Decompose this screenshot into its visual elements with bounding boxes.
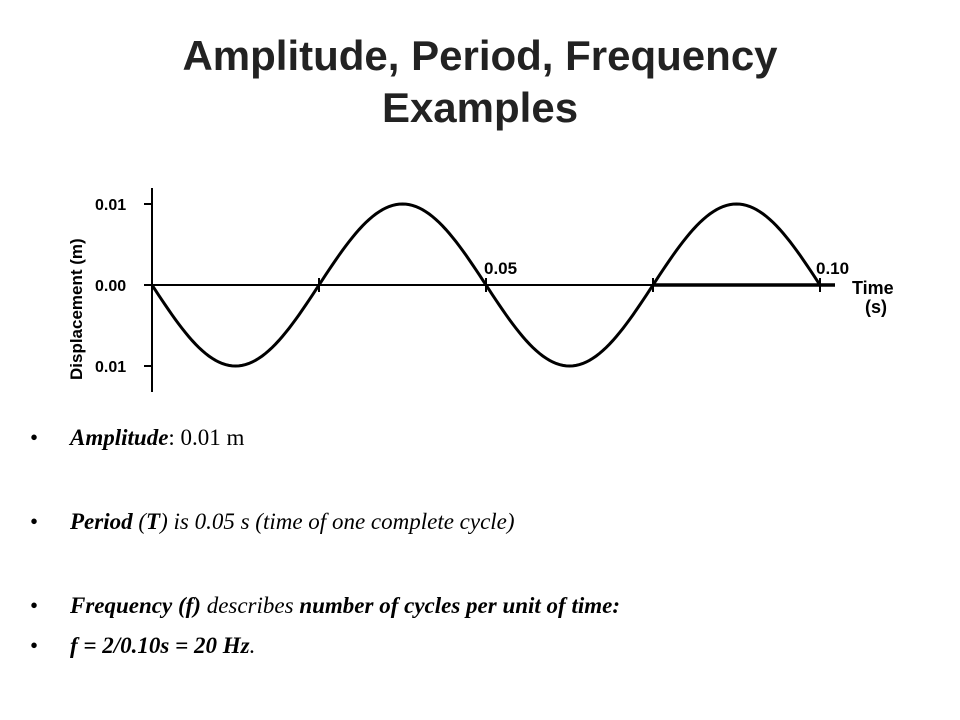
frequency-formula: f = 2/0.10s = 20 Hz (70, 633, 250, 658)
x-axis-label: Time (852, 278, 894, 298)
bullet-dot: • (30, 425, 39, 450)
wave-series-line (150, 202, 822, 368)
bullet-frequency-calc: • f = 2/0.10s = 20 Hz. (30, 626, 930, 666)
x-tick-label-010: 0.10 (816, 259, 849, 278)
frequency-term: Frequency (f) (70, 593, 201, 618)
frequency-definition: number of cycles per unit of time: (299, 593, 620, 618)
x-axis-unit: (s) (865, 297, 887, 317)
frequency-formula-end: . (249, 633, 256, 658)
bullet-list: • Amplitude: 0.01 m • Period (T) is 0.05… (30, 418, 930, 666)
frequency-connector: describes (200, 593, 300, 618)
bullet-amplitude: • Amplitude: 0.01 m (30, 418, 930, 458)
bullet-dot: • (30, 593, 39, 618)
y-axis-label: Displacement (m) (67, 238, 86, 380)
period-symbol: T (146, 509, 161, 534)
period-description: ) is 0.05 s (time of one complete cycle) (160, 509, 515, 534)
bullet-frequency: • Frequency (f) describes number of cycl… (30, 586, 930, 626)
amplitude-term: Amplitude (70, 425, 169, 450)
wave-chart: Displacement (m) 0.01 0.00 0.01 0.05 0.1… (67, 188, 894, 392)
y-tick-label-zero: 0.00 (95, 278, 126, 295)
x-tick-label-005: 0.05 (484, 259, 517, 278)
bullet-period: • Period (T) is 0.05 s (time of one comp… (30, 502, 930, 542)
title-line-1: Amplitude, Period, Frequency (182, 32, 778, 79)
bullet-dot: • (30, 509, 39, 534)
amplitude-value: : 0.01 m (168, 425, 245, 450)
period-paren-open: ( (132, 509, 147, 534)
period-term: Period (70, 509, 133, 534)
y-tick-label-bottom: 0.01 (95, 359, 126, 376)
title-line-2: Examples (381, 84, 579, 131)
slide-title: Amplitude, Period, Frequency Examples (0, 30, 960, 134)
y-tick-label-top: 0.01 (95, 197, 126, 214)
bullet-dot: • (30, 633, 39, 658)
